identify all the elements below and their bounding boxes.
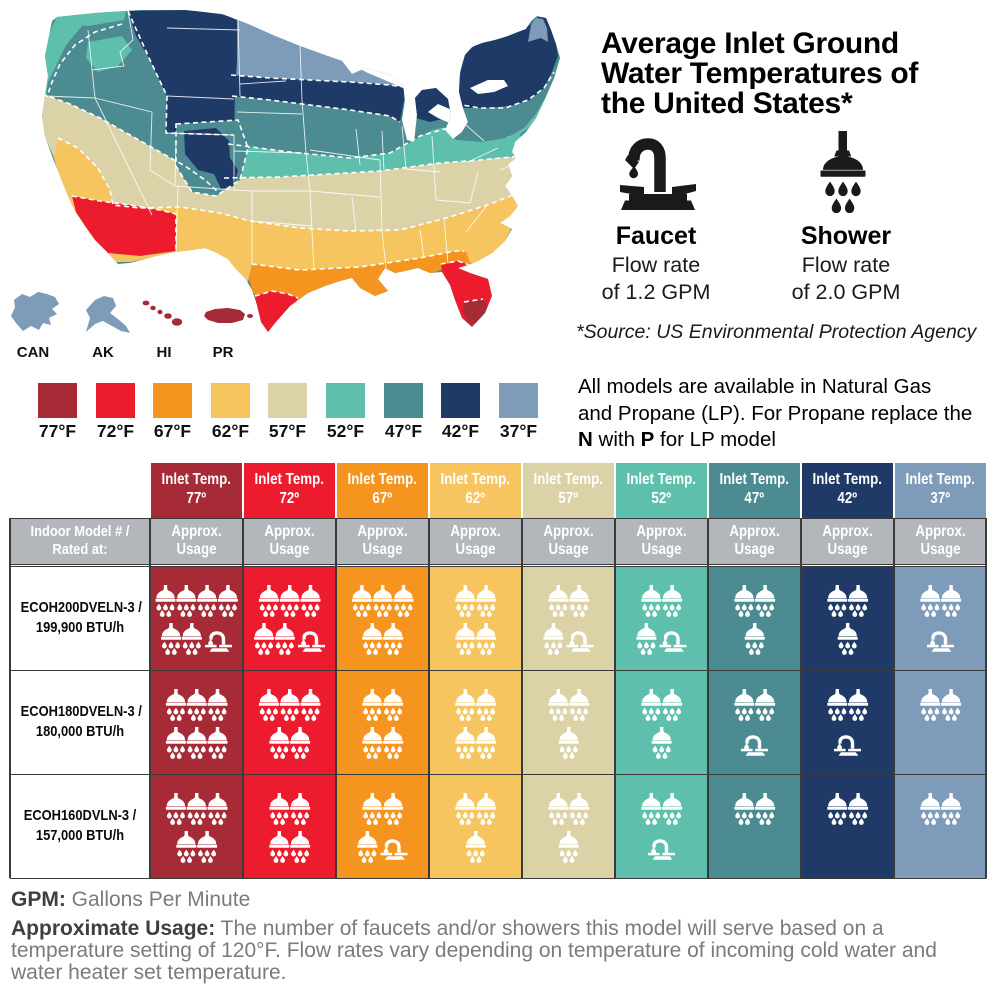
svg-text:HI: HI [157, 344, 172, 361]
svg-text:AK: AK [92, 344, 114, 361]
svg-text:PR: PR [213, 344, 234, 361]
svg-text:CAN: CAN [17, 344, 50, 361]
